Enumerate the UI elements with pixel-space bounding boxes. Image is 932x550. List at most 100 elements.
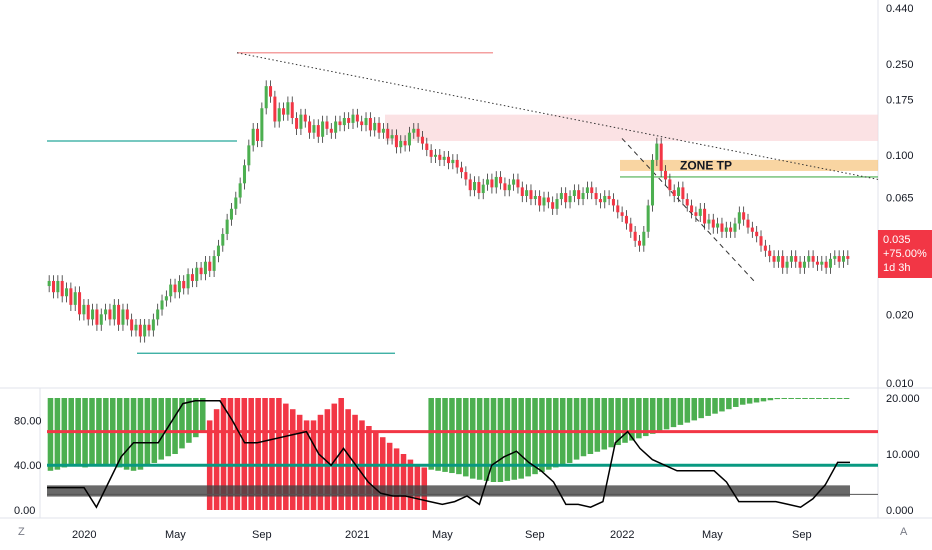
oscillator-bar bbox=[352, 414, 358, 510]
candle-body bbox=[724, 227, 728, 232]
time-tick-label: Sep bbox=[252, 529, 272, 541]
candle-body bbox=[112, 304, 116, 320]
candle-body bbox=[746, 219, 750, 228]
oscillator-bar bbox=[123, 398, 130, 470]
oscillator-bar bbox=[622, 398, 628, 443]
candle-body bbox=[95, 309, 99, 325]
candle-body bbox=[255, 128, 260, 141]
candle-body bbox=[99, 314, 103, 325]
oscillator-bar bbox=[199, 398, 206, 432]
candle-body bbox=[286, 102, 290, 115]
candle-body bbox=[225, 219, 229, 234]
scale-mode-auto-button[interactable]: A bbox=[900, 526, 908, 538]
candle-body bbox=[646, 205, 650, 232]
candle-body bbox=[590, 187, 594, 194]
candle-body bbox=[134, 324, 138, 331]
candle-body bbox=[789, 256, 793, 262]
candle-body bbox=[242, 165, 247, 184]
candle-body bbox=[121, 309, 125, 325]
candle-body bbox=[399, 140, 403, 148]
candle-body bbox=[351, 114, 355, 123]
oscillator-bar bbox=[795, 398, 801, 399]
oscillator-bar bbox=[435, 398, 441, 471]
oscillator-bar bbox=[262, 398, 268, 510]
candle-body bbox=[802, 261, 806, 268]
candle-body bbox=[73, 292, 77, 305]
candle-body bbox=[373, 122, 377, 131]
candle-body bbox=[234, 197, 238, 209]
candle-body bbox=[577, 190, 581, 200]
candle-body bbox=[56, 280, 60, 293]
candle-body bbox=[290, 102, 294, 119]
candle-body bbox=[329, 128, 333, 133]
oscillator-bar bbox=[816, 398, 822, 399]
candle-body bbox=[464, 172, 468, 180]
time-tick-label: 2022 bbox=[610, 529, 634, 541]
candle-body bbox=[173, 284, 177, 293]
oscillator-bar bbox=[456, 398, 462, 475]
oscillator-bar bbox=[802, 398, 808, 399]
oscillator-bar bbox=[532, 398, 538, 475]
oscillator-bar bbox=[636, 398, 642, 439]
candle-body bbox=[364, 118, 368, 126]
oscillator-bar bbox=[469, 398, 476, 479]
oscillator-bar bbox=[407, 459, 414, 510]
oscillator-bar bbox=[767, 398, 774, 401]
candle-body bbox=[664, 170, 668, 180]
oscillator-bar bbox=[276, 398, 282, 510]
price-tick-label: 0.010 bbox=[886, 378, 914, 390]
candle-body bbox=[776, 256, 780, 262]
candle-body bbox=[360, 121, 364, 126]
price-badge-text: 1d 3h bbox=[883, 262, 911, 274]
candle-body bbox=[429, 149, 433, 157]
oscillator-bar bbox=[400, 454, 407, 510]
oscillator-bar bbox=[255, 398, 261, 510]
candle-body bbox=[117, 304, 121, 325]
candle-body bbox=[542, 197, 546, 206]
candle-body bbox=[711, 219, 715, 228]
candle-body bbox=[473, 182, 477, 191]
candle-body bbox=[203, 261, 207, 275]
candle-body bbox=[837, 256, 841, 262]
candle-body bbox=[655, 143, 659, 160]
candle-body bbox=[572, 190, 576, 196]
candle-body bbox=[763, 245, 767, 251]
candle-body bbox=[251, 128, 255, 146]
candle-body bbox=[633, 231, 637, 241]
candle-body bbox=[768, 250, 772, 257]
candle-body bbox=[490, 179, 494, 188]
time-tick-label: 2020 bbox=[72, 529, 96, 541]
candle-body bbox=[355, 114, 359, 122]
oscillator-bar bbox=[739, 398, 746, 405]
candle-body bbox=[798, 261, 802, 268]
candle-body bbox=[716, 223, 720, 228]
candle-body bbox=[581, 193, 585, 200]
candle-body bbox=[446, 156, 451, 164]
oscillator-bar bbox=[241, 398, 248, 510]
candle-body bbox=[703, 208, 707, 224]
oscillator-bar bbox=[193, 398, 199, 438]
candle-body bbox=[455, 159, 459, 168]
time-tick-label: May bbox=[165, 529, 186, 541]
oscillator-bar bbox=[698, 398, 704, 419]
oscillator-bar bbox=[643, 398, 649, 437]
candle-body bbox=[377, 122, 381, 133]
oscillator-bar bbox=[670, 398, 677, 428]
candle-body bbox=[555, 199, 559, 209]
oscillator-bar bbox=[490, 398, 497, 482]
candle-body bbox=[420, 136, 424, 144]
candle-body bbox=[781, 256, 785, 268]
candle-body bbox=[86, 304, 90, 320]
oscillator-bar bbox=[379, 437, 386, 510]
scale-mode-z-button[interactable]: Z bbox=[18, 526, 25, 538]
candle-body bbox=[295, 118, 299, 129]
candle-body bbox=[212, 256, 216, 271]
oscillator-bar bbox=[649, 398, 656, 434]
candle-body bbox=[390, 135, 394, 139]
candle-body bbox=[642, 231, 646, 246]
oscillator-bar bbox=[539, 398, 545, 472]
candle-body bbox=[607, 195, 611, 200]
candle-body bbox=[269, 86, 273, 97]
candle-body bbox=[503, 183, 507, 191]
